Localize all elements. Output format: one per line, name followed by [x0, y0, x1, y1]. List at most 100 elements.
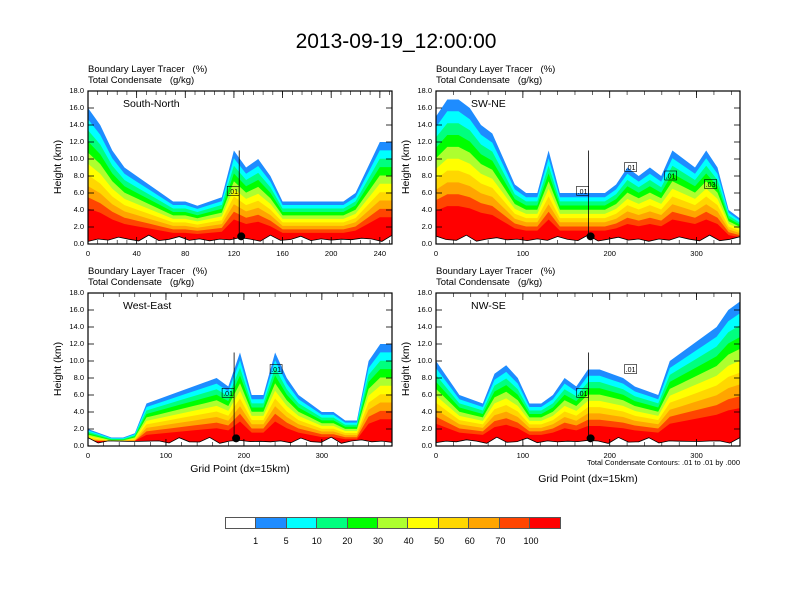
y-tick-label: 14.0 — [417, 120, 432, 129]
tracer-band-10 — [436, 206, 740, 244]
y-tick-label: 10.0 — [69, 154, 84, 163]
panel-header-line-1: Boundary Layer Tracer (%) — [436, 266, 556, 277]
y-tick-label: 6.0 — [421, 188, 432, 197]
y-tick-label: 14.0 — [69, 322, 84, 331]
y-tick-label: 16.0 — [417, 103, 432, 112]
x-tick-label: 40 — [132, 249, 141, 258]
terrain — [87, 436, 393, 447]
svg-text:.01: .01 — [223, 391, 233, 398]
y-axis-label: Height (km) — [52, 139, 64, 194]
y-tick-label: 2.0 — [421, 424, 432, 433]
x-tick-label: 0 — [85, 249, 91, 258]
y-tick-label: 6.0 — [421, 390, 432, 399]
x-tick-label: 200 — [603, 249, 616, 258]
y-tick-label: 18.0 — [69, 288, 84, 297]
contour-label: .01 — [226, 186, 240, 196]
tracer-band-10 — [88, 419, 392, 446]
panel-header-line-2: Total Condensate (g/kg) — [436, 277, 543, 288]
colorbar-label: 1 — [253, 536, 259, 546]
colorbar-swatch — [256, 518, 287, 528]
y-tick-label: 0.0 — [73, 441, 84, 450]
x-tick-label: 0 — [85, 451, 91, 460]
y-axis-label: Height (km) — [400, 139, 412, 194]
colorbar-swatch — [286, 518, 318, 528]
y-tick-label: 0.0 — [421, 441, 432, 450]
x-tick-label: 0 — [433, 451, 439, 460]
y-tick-label: 6.0 — [73, 188, 84, 197]
y-tick-label: 10.0 — [417, 154, 432, 163]
plot-frame — [435, 90, 741, 245]
panel-label: South-North — [123, 98, 180, 110]
y-tick-label: 2.0 — [421, 222, 432, 231]
panel-label: SW-NE — [471, 98, 506, 110]
y-tick-label: 4.0 — [421, 407, 432, 416]
contour-label: .01 — [624, 364, 637, 374]
x-axis-label: Grid Point (dx=15km) — [190, 463, 290, 475]
plot-frame — [87, 90, 393, 245]
colorbar-label: 5 — [283, 536, 289, 546]
y-tick-label: 4.0 — [421, 205, 432, 214]
colorbar-swatch — [529, 518, 561, 528]
y-tick-label: 2.0 — [73, 424, 84, 433]
panel-header-line-1: Boundary Layer Tracer (%) — [88, 266, 208, 277]
y-tick-label: 8.0 — [73, 171, 84, 180]
plot-area-1: .01 .01 .01 .03 — [435, 90, 741, 245]
contour-label: .01 — [576, 388, 589, 398]
colorbar-label: 50 — [434, 536, 445, 546]
y-axis-label: Height (km) — [52, 341, 64, 396]
y-tick-label: 12.0 — [417, 137, 432, 146]
y-tick-label: 16.0 — [69, 103, 84, 112]
plot-frame — [87, 292, 393, 447]
contour-label: .03 — [704, 179, 717, 189]
colorbar-swatch — [377, 518, 409, 528]
x-tick-label: 100 — [516, 451, 530, 460]
y-tick-label: 18.0 — [417, 288, 432, 297]
plot-area-2: .01 .01 — [87, 292, 393, 447]
panel-header-line-2: Total Condensate (g/kg) — [88, 277, 195, 288]
panel-header-line-2: Total Condensate (g/kg) — [88, 75, 195, 86]
colorbar-label: 70 — [495, 536, 506, 546]
y-tick-label: 12.0 — [69, 339, 84, 348]
x-tick-label: 120 — [227, 249, 241, 258]
svg-text:.03: .03 — [706, 182, 716, 189]
main-title: 2013-09-19_12:00:00 — [295, 30, 497, 53]
y-tick-label: 4.0 — [73, 407, 84, 416]
x-tick-label: 300 — [690, 451, 703, 460]
y-tick-label: 10.0 — [417, 356, 432, 365]
colorbar — [225, 517, 562, 529]
location-marker — [586, 434, 595, 443]
y-tick-label: 6.0 — [73, 390, 84, 399]
x-tick-label: 160 — [276, 249, 289, 258]
y-tick-label: 8.0 — [421, 171, 432, 180]
colorbar-label: 20 — [342, 536, 353, 546]
tracer-band-10 — [88, 208, 392, 244]
location-marker — [237, 232, 246, 241]
svg-text:.01: .01 — [626, 367, 636, 374]
colorbar-swatch — [347, 518, 378, 528]
y-tick-label: 16.0 — [69, 305, 84, 314]
y-tick-label: 8.0 — [421, 373, 432, 382]
y-tick-label: 12.0 — [417, 339, 432, 348]
y-tick-label: 12.0 — [69, 137, 84, 146]
svg-text:.01: .01 — [578, 391, 588, 398]
colorbar-label: 10 — [311, 536, 322, 546]
panel-label: West-East — [123, 300, 172, 312]
contour-label: .01 — [664, 170, 677, 181]
x-tick-label: 200 — [324, 249, 338, 258]
colorbar-swatch — [469, 518, 500, 528]
colorbar-swatch — [408, 518, 439, 528]
y-tick-label: 18.0 — [417, 86, 432, 95]
contour-label: .01 — [221, 388, 235, 398]
location-marker — [586, 232, 595, 241]
x-tick-label: 100 — [159, 451, 173, 460]
x-tick-label: 240 — [373, 249, 387, 258]
x-tick-label: 0 — [433, 249, 439, 258]
y-tick-label: 14.0 — [417, 322, 432, 331]
svg-text:.01: .01 — [228, 189, 238, 196]
panel-header-line-1: Boundary Layer Tracer (%) — [436, 64, 556, 75]
x-axis-label: Grid Point (dx=15km) — [538, 473, 638, 485]
y-tick-label: 0.0 — [73, 239, 84, 248]
y-tick-label: 8.0 — [73, 373, 84, 382]
y-tick-label: 16.0 — [417, 305, 432, 314]
y-tick-label: 14.0 — [69, 120, 84, 129]
